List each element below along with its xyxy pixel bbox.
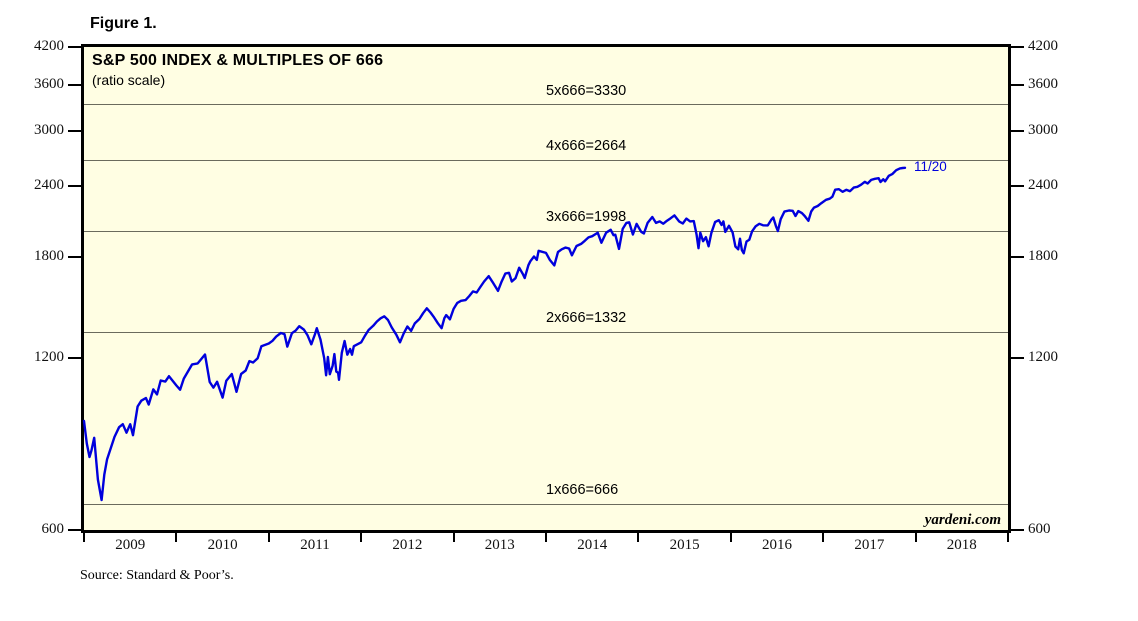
y-axis-label-right: 4200 xyxy=(1028,38,1058,54)
x-axis-year-label: 2016 xyxy=(762,537,792,553)
y-axis-tick-left xyxy=(68,356,81,359)
y-axis-label-right: 2400 xyxy=(1028,176,1058,193)
y-axis-tick-right xyxy=(1011,46,1024,48)
y-axis-label-right: 600 xyxy=(1028,521,1051,537)
x-axis-year-label: 2018 xyxy=(946,537,977,553)
reference-gridline xyxy=(84,230,1008,232)
y-axis-tick-left xyxy=(68,129,81,132)
x-axis-year-label: 2013 xyxy=(484,537,515,553)
reference-line-label: 3x666=1998 xyxy=(546,209,627,226)
y-axis-tick-right xyxy=(1011,129,1024,132)
reference-line-label: 5x666=3330 xyxy=(546,82,627,99)
y-axis-tick-right xyxy=(1011,84,1024,87)
y-axis-tick-right xyxy=(1011,184,1024,187)
y-axis-label-right: 1200 xyxy=(1028,348,1058,365)
x-axis-year-label: 2017 xyxy=(854,537,885,553)
source-note: Source: Standard & Poor’s. xyxy=(80,568,234,583)
y-axis-label-left: 2400 xyxy=(34,176,64,193)
x-axis-year-label: 2015 xyxy=(669,537,700,553)
price-line xyxy=(82,166,907,502)
y-axis-label-right: 3600 xyxy=(1028,76,1058,93)
x-axis-tick xyxy=(914,533,917,542)
reference-line-label: 1x666=666 xyxy=(546,482,619,499)
y-axis-label-left: 1200 xyxy=(34,348,64,365)
series-end-label: 11/20 xyxy=(913,158,947,174)
price-line-svg xyxy=(82,166,907,502)
reference-gridline xyxy=(84,159,1008,161)
reference-gridline xyxy=(84,503,1008,505)
y-axis-label-right: 3000 xyxy=(1028,121,1058,138)
x-axis-tick xyxy=(175,533,178,542)
x-axis-year-label: 2012 xyxy=(392,537,423,553)
y-axis-label-left: 1800 xyxy=(34,248,64,265)
x-axis-tick xyxy=(822,533,825,542)
plot-area: S&P 500 INDEX & MULTIPLES OF 666 (ratio … xyxy=(81,44,1011,533)
x-axis-year-label: 2011 xyxy=(300,537,330,553)
x-axis-tick xyxy=(360,533,363,542)
y-axis-tick-right xyxy=(1011,256,1024,259)
reference-gridline xyxy=(84,331,1008,333)
y-axis-label-left: 4200 xyxy=(34,38,64,54)
y-axis-label-left: 600 xyxy=(41,521,65,537)
y-axis-tick-left xyxy=(68,529,81,531)
x-axis-year-label: 2010 xyxy=(207,537,238,553)
chart-subtitle: (ratio scale) xyxy=(92,72,166,88)
x-axis-tick xyxy=(729,533,732,542)
y-axis-tick-left xyxy=(68,256,81,259)
x-axis-tick xyxy=(637,533,640,542)
x-axis-tick xyxy=(452,533,455,542)
x-axis-year-label: 2014 xyxy=(577,537,608,553)
plot-inner-area: S&P 500 INDEX & MULTIPLES OF 666 (ratio … xyxy=(82,47,1008,530)
reference-line-label: 4x666=2664 xyxy=(546,138,627,154)
reference-gridline xyxy=(84,104,1008,106)
chart-title: S&P 500 INDEX & MULTIPLES OF 666 xyxy=(92,52,384,69)
x-axis-tick xyxy=(545,533,547,542)
y-axis-label-right: 1800 xyxy=(1028,248,1058,265)
y-axis-label-left: 3600 xyxy=(34,76,64,93)
watermark: yardeni.com xyxy=(924,512,1001,528)
x-axis-tick xyxy=(267,533,270,542)
figure-label: Figure 1. xyxy=(90,15,157,32)
x-axis-tick xyxy=(83,533,85,542)
x-axis-year-label: 2009 xyxy=(115,537,146,553)
y-axis-label-left: 3000 xyxy=(34,121,64,138)
y-axis-tick-right xyxy=(1011,529,1024,531)
y-axis-tick-right xyxy=(1011,356,1024,359)
y-axis-tick-left xyxy=(68,184,81,187)
y-axis-tick-left xyxy=(68,46,81,48)
x-axis-tick xyxy=(1007,533,1009,542)
reference-line-label: 2x666=1332 xyxy=(546,310,627,327)
y-axis-tick-left xyxy=(68,84,81,87)
